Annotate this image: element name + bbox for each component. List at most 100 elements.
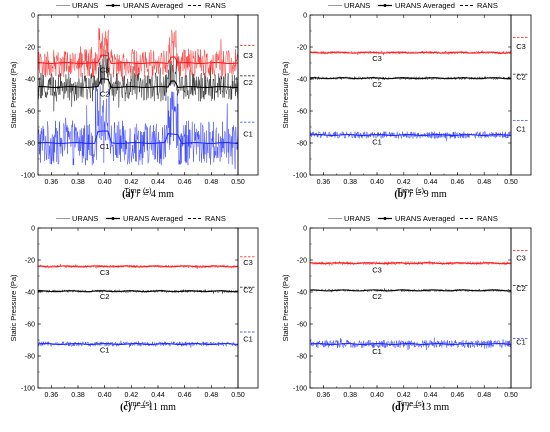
rans-panel-frame bbox=[237, 227, 259, 389]
series-C1-urans bbox=[38, 85, 238, 169]
x-tick-label-0.50: 0.50 bbox=[504, 179, 518, 186]
x-tick-label-0.36: 0.36 bbox=[317, 392, 331, 399]
y-tick-label--80: -80 bbox=[297, 141, 307, 148]
legend: URANS URANS Averaged RANS bbox=[56, 214, 226, 223]
x-tick-label-0.44: 0.44 bbox=[424, 392, 438, 399]
series-C3-averaged bbox=[310, 262, 511, 265]
series-C1-averaged bbox=[310, 133, 511, 137]
legend-urans-averaged-label: URANS Averaged bbox=[395, 1, 455, 10]
legend-urans-averaged-label: URANS Averaged bbox=[395, 214, 455, 223]
plot-area bbox=[38, 28, 238, 169]
rans-marker-C2: C2 bbox=[516, 72, 526, 81]
panel-caption: (b) r = 9 mm bbox=[394, 189, 447, 200]
rans-side-panel: C1 C2 C3 bbox=[237, 227, 259, 389]
plot-area bbox=[38, 263, 238, 348]
legend-urans-averaged-marker bbox=[383, 4, 387, 7]
x-tick-label-0.36: 0.36 bbox=[45, 392, 59, 399]
curve-label-C3: C3 bbox=[372, 266, 382, 275]
x-tick-label-0.38: 0.38 bbox=[343, 179, 357, 186]
y-tick-label--40: -40 bbox=[25, 77, 35, 84]
rans-panel-frame bbox=[510, 14, 532, 176]
plot-frame bbox=[37, 227, 239, 389]
x-tick-label-0.46: 0.46 bbox=[451, 392, 465, 399]
y-tick-label--80: -80 bbox=[25, 141, 35, 148]
legend-rans-label: RANS bbox=[477, 214, 498, 223]
rans-side-panel: C1 C2 C3 bbox=[237, 14, 259, 176]
x-tick-label-0.40: 0.40 bbox=[98, 179, 112, 186]
rans-marker-C3: C3 bbox=[516, 42, 526, 51]
x-tick-label-0.38: 0.38 bbox=[71, 392, 85, 399]
y-tick-label--40: -40 bbox=[297, 77, 307, 84]
curve-label-C3: C3 bbox=[100, 65, 110, 74]
x-tick-label-0.38: 0.38 bbox=[343, 392, 357, 399]
y-tick-label--20: -20 bbox=[25, 258, 35, 265]
x-tick-label-0.50: 0.50 bbox=[231, 179, 245, 186]
rans-marker-C3: C3 bbox=[243, 258, 253, 267]
y-tick-label-0: 0 bbox=[303, 13, 307, 20]
curve-label-C1: C1 bbox=[100, 142, 110, 151]
x-axis-label: Time (s) bbox=[397, 399, 425, 408]
caption-variable: r bbox=[407, 402, 411, 413]
rans-marker-C2: C2 bbox=[516, 284, 526, 293]
curve-label-C2: C2 bbox=[372, 80, 382, 89]
x-axis-label: Time (s) bbox=[397, 186, 425, 195]
y-tick-label--100: -100 bbox=[293, 386, 307, 393]
series-C2-averaged bbox=[310, 77, 511, 80]
y-tick-label--100: -100 bbox=[293, 173, 307, 180]
legend-rans-label: RANS bbox=[205, 214, 226, 223]
x-tick-label-0.42: 0.42 bbox=[397, 179, 411, 186]
x-tick-label-0.38: 0.38 bbox=[71, 179, 85, 186]
y-axis-label: Static Pressure (Pa) bbox=[281, 274, 290, 342]
rans-marker-C1: C1 bbox=[243, 335, 253, 344]
y-axis-label: Static Pressure (Pa) bbox=[9, 61, 18, 129]
x-tick-label-0.44: 0.44 bbox=[424, 179, 438, 186]
series-C2-averaged bbox=[38, 78, 238, 89]
legend-rans-label: RANS bbox=[205, 1, 226, 10]
y-tick-label-0: 0 bbox=[31, 13, 35, 20]
series-C1-averaged bbox=[38, 130, 238, 145]
rans-marker-C3: C3 bbox=[243, 51, 253, 60]
caption-value: = 9 mm bbox=[413, 189, 447, 200]
curve-label-C2: C2 bbox=[100, 89, 110, 98]
rans-marker-C1: C1 bbox=[516, 337, 526, 346]
y-tick-label--20: -20 bbox=[297, 258, 307, 265]
series-C1-averaged bbox=[310, 342, 511, 346]
y-tick-label--80: -80 bbox=[297, 354, 307, 361]
series-C3-averaged bbox=[38, 54, 238, 65]
legend-urans-averaged-marker bbox=[111, 217, 115, 220]
caption-letter: (d) bbox=[392, 402, 407, 413]
legend: URANS URANS Averaged RANS bbox=[56, 1, 226, 10]
x-tick-label-0.42: 0.42 bbox=[397, 392, 411, 399]
plot-area bbox=[310, 49, 511, 142]
x-tick-label-0.40: 0.40 bbox=[370, 179, 384, 186]
curve-label-C3: C3 bbox=[372, 54, 382, 63]
y-tick-label--20: -20 bbox=[25, 45, 35, 52]
y-tick-label-0: 0 bbox=[31, 226, 35, 233]
x-tick-label-0.42: 0.42 bbox=[125, 179, 139, 186]
x-tick-label-0.48: 0.48 bbox=[205, 392, 219, 399]
series-C1-urans bbox=[310, 337, 511, 351]
x-axis-label: Time (s) bbox=[124, 186, 152, 195]
x-tick-label-0.46: 0.46 bbox=[178, 392, 192, 399]
x-tick-label-0.50: 0.50 bbox=[231, 392, 245, 399]
series-C2-urans bbox=[38, 49, 238, 112]
x-tick-label-0.44: 0.44 bbox=[151, 179, 165, 186]
x-tick-label-0.36: 0.36 bbox=[45, 179, 59, 186]
caption-variable: r bbox=[409, 189, 413, 200]
legend: URANS URANS Averaged RANS bbox=[328, 214, 498, 223]
y-tick-label--60: -60 bbox=[297, 322, 307, 329]
legend-urans-averaged-label: URANS Averaged bbox=[123, 1, 183, 10]
x-tick-label-0.46: 0.46 bbox=[178, 179, 192, 186]
series-C1-urans bbox=[38, 339, 238, 348]
caption-letter: (a) bbox=[122, 189, 136, 200]
caption-variable: r bbox=[136, 189, 140, 200]
chart-panel-3: URANS URANS Averaged RANS C1 C2 C3 0.36 0.38 0.4… bbox=[9, 214, 259, 413]
x-tick-label-0.40: 0.40 bbox=[370, 392, 384, 399]
rans-panel-frame bbox=[510, 227, 532, 389]
panel-caption: (a) r = 4 mm bbox=[122, 189, 174, 200]
rans-side-panel: C1 C2 C3 bbox=[510, 14, 532, 176]
caption-letter: (c) bbox=[120, 402, 134, 413]
rans-marker-C2: C2 bbox=[243, 78, 253, 87]
caption-letter: (b) bbox=[394, 189, 409, 200]
